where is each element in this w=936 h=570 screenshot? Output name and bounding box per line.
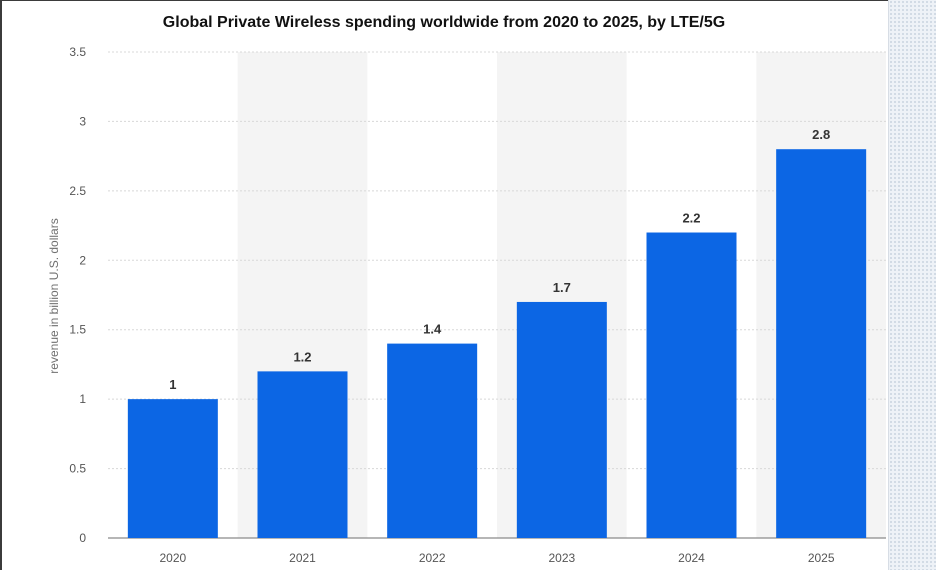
data-label-2023: 1.7: [553, 280, 571, 295]
y-tick-label: 2.5: [69, 184, 86, 198]
y-tick-label: 0: [79, 531, 86, 545]
gridlines: [108, 51, 886, 539]
data-label-2020: 1: [169, 377, 176, 392]
x-tick-label-2023: 2023: [548, 551, 575, 565]
bars: [127, 149, 867, 538]
x-axis-ticks: 2020 2021 2022 2023 2024 2025: [159, 551, 834, 565]
data-label-2022: 1.4: [423, 322, 442, 337]
chart-title: Global Private Wireless spending worldwi…: [162, 14, 726, 31]
bar-2024: [646, 232, 737, 538]
y-tick-label: 2: [79, 253, 86, 267]
bar-chart: 00.511.522.533.5 11.21.41.72.22.8 2020 20…: [47, 45, 886, 565]
bar-2021: [257, 371, 348, 538]
x-tick-label-2025: 2025: [808, 551, 835, 565]
data-label-2025: 2.8: [812, 127, 830, 142]
y-tick-label: 1: [79, 392, 86, 406]
data-label-2024: 2.2: [682, 211, 700, 226]
side-strip: [888, 0, 936, 570]
y-tick-label: 1.5: [69, 323, 86, 337]
y-axis-ticks: 0 0.5 1 1.5 2 2.5 3 3.5: [69, 45, 86, 545]
y-tick-label: 3.5: [69, 45, 86, 59]
bar-2023: [516, 301, 607, 538]
y-tick-label: 3: [79, 114, 86, 128]
bar-2022: [387, 343, 478, 538]
x-tick-label-2022: 2022: [419, 551, 446, 565]
data-labels: 1 1.2 1.4 1.7 2.2 2.8: [169, 127, 830, 392]
x-tick-label-2020: 2020: [159, 551, 186, 565]
data-label-2021: 1.2: [293, 349, 311, 364]
bar-2020: [127, 399, 218, 538]
y-axis-label: revenue in billion U.S. dollars: [47, 218, 61, 373]
x-tick-label-2021: 2021: [289, 551, 316, 565]
y-tick-label: 0.5: [69, 462, 86, 476]
x-tick-label-2024: 2024: [678, 551, 705, 565]
bar-2025: [776, 149, 867, 538]
